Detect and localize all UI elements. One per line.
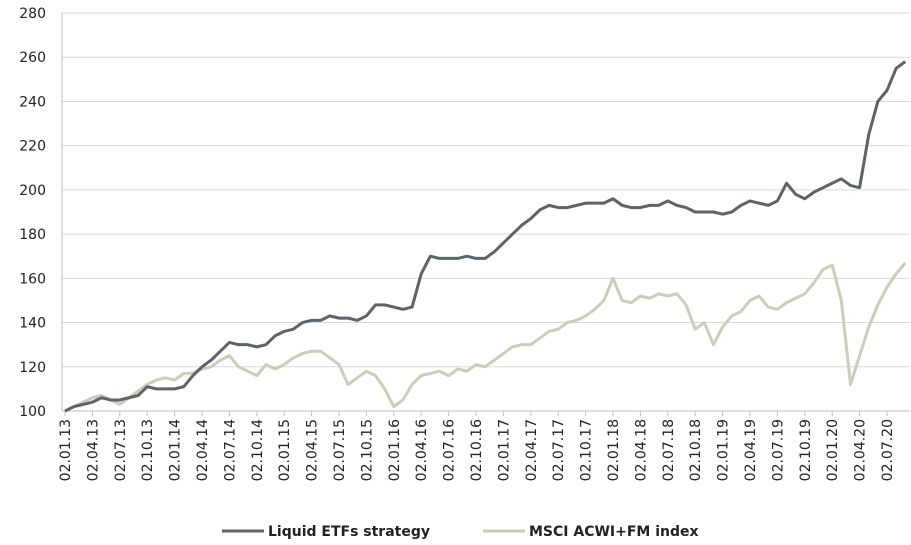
y-tick-label: 120 — [19, 360, 46, 376]
x-tick-label: 02.07.18 — [661, 419, 677, 481]
x-tick-label: 02.07.16 — [442, 419, 458, 481]
x-tick-label: 02.10.18 — [688, 419, 704, 481]
x-tick-label: 02.04.16 — [414, 419, 430, 481]
x-tick-label: 02.01.13 — [58, 419, 74, 481]
x-tick-label: 02.07.13 — [113, 419, 129, 481]
y-tick-label: 240 — [19, 94, 46, 110]
x-tick-label: 02.04.19 — [743, 419, 759, 481]
x-tick-label: 02.04.15 — [305, 419, 321, 481]
x-tick-label: 02.04.18 — [633, 419, 649, 481]
y-tick-label: 280 — [19, 6, 46, 22]
y-tick-label: 100 — [19, 404, 46, 420]
y-tick-label: 160 — [19, 271, 46, 287]
x-tick-label: 02.04.13 — [85, 419, 101, 481]
x-tick-label: 02.01.19 — [716, 419, 732, 481]
x-tick-label: 02.01.16 — [387, 419, 403, 481]
legend-label: MSCI ACWI+FM index — [529, 524, 699, 540]
series-line — [64, 261, 907, 413]
y-tick-label: 180 — [19, 227, 46, 243]
x-tick-label: 02.07.17 — [551, 419, 567, 481]
x-tick-label: 02.01.18 — [606, 419, 622, 481]
x-tick-label: 02.10.16 — [469, 419, 485, 481]
x-tick-label: 02.07.19 — [770, 419, 786, 481]
x-tick-label: 02.04.20 — [853, 419, 869, 481]
x-tick-label: 02.07.15 — [332, 419, 348, 481]
x-tick-label: 02.01.17 — [496, 419, 512, 481]
x-tick-label: 02.04.17 — [524, 419, 540, 481]
x-tick-label: 02.01.15 — [277, 419, 293, 481]
x-tick-label: 02.07.14 — [222, 419, 238, 481]
y-tick-label: 200 — [19, 183, 46, 199]
x-tick-label: 02.01.20 — [825, 419, 841, 481]
x-tick-label: 02.10.17 — [579, 419, 595, 481]
x-tick-label: 02.10.19 — [798, 419, 814, 481]
y-tick-label: 140 — [19, 316, 46, 332]
legend-label: Liquid ETFs strategy — [268, 524, 430, 540]
x-tick-label: 02.04.14 — [195, 419, 211, 481]
y-tick-label: 220 — [19, 139, 46, 155]
x-tick-label: 02.10.15 — [359, 419, 375, 481]
x-tick-label: 02.07.20 — [880, 419, 896, 481]
x-tick-label: 02.10.14 — [250, 419, 266, 481]
series-line — [64, 60, 907, 413]
y-tick-label: 260 — [19, 50, 46, 66]
x-tick-label: 02.01.14 — [168, 419, 184, 481]
x-tick-label: 02.10.13 — [140, 419, 156, 481]
